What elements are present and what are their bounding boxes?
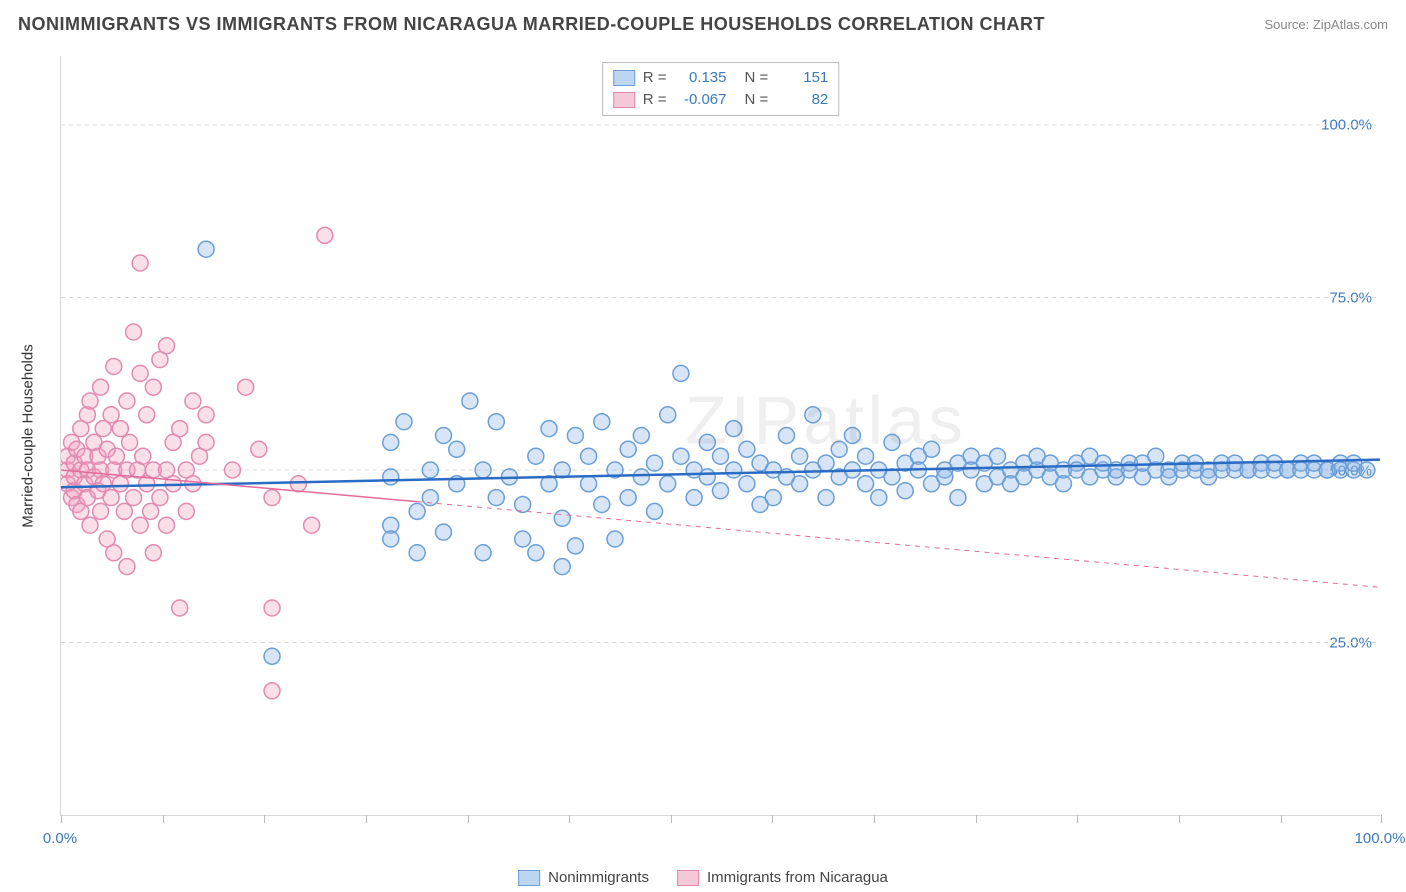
stats-row-1: R = 0.135 N = 151: [613, 67, 829, 89]
xtick: [976, 815, 977, 823]
r-label: R =: [643, 67, 667, 89]
xtick: [569, 815, 570, 823]
xtick: [1381, 815, 1382, 823]
r-value-2: -0.067: [675, 89, 727, 111]
plot-area: ZIPatlas R = 0.135 N = 151 R = -0.067 N …: [60, 56, 1380, 816]
xtick-label: 0.0%: [43, 830, 77, 847]
n-value-2: 82: [776, 89, 828, 111]
n-value-1: 151: [776, 67, 828, 89]
legend-item-2: Immigrants from Nicaragua: [677, 869, 888, 886]
xtick: [874, 815, 875, 823]
r-label: R =: [643, 89, 667, 111]
xtick: [366, 815, 367, 823]
xtick: [163, 815, 164, 823]
legend-bottom: Nonimmigrants Immigrants from Nicaragua: [518, 869, 888, 886]
swatch-series2-icon: [613, 92, 635, 108]
n-label: N =: [745, 89, 769, 111]
swatch-series1-icon: [518, 870, 540, 886]
r-value-1: 0.135: [675, 67, 727, 89]
xtick: [61, 815, 62, 823]
y-axis-label: Married-couple Households: [20, 344, 37, 527]
swatch-series1-icon: [613, 70, 635, 86]
xtick: [468, 815, 469, 823]
scatter-svg: [61, 56, 1380, 815]
chart-title: NONIMMIGRANTS VS IMMIGRANTS FROM NICARAG…: [18, 14, 1045, 35]
swatch-series2-icon: [677, 870, 699, 886]
xtick-label: 100.0%: [1355, 830, 1406, 847]
legend-label-1: Nonimmigrants: [548, 869, 649, 886]
legend-label-2: Immigrants from Nicaragua: [707, 869, 888, 886]
xtick: [1281, 815, 1282, 823]
stats-row-2: R = -0.067 N = 82: [613, 89, 829, 111]
xtick: [1179, 815, 1180, 823]
source-label: Source: ZipAtlas.com: [1264, 17, 1388, 32]
xtick: [772, 815, 773, 823]
legend-item-1: Nonimmigrants: [518, 869, 649, 886]
n-label: N =: [745, 67, 769, 89]
header: NONIMMIGRANTS VS IMMIGRANTS FROM NICARAG…: [18, 14, 1388, 35]
stats-box: R = 0.135 N = 151 R = -0.067 N = 82: [602, 62, 840, 116]
xtick: [264, 815, 265, 823]
xtick: [671, 815, 672, 823]
xtick: [1077, 815, 1078, 823]
